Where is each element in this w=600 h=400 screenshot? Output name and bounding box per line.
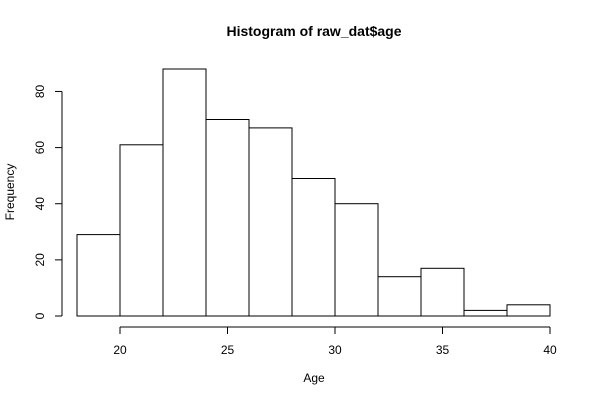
histogram-bar-7: [334, 203, 379, 317]
y-tick-label-20: 20: [33, 253, 47, 267]
x-tick-label-30: 30: [328, 343, 342, 357]
chart-title: Histogram of raw_dat$age: [226, 23, 401, 39]
x-tick-label-20: 20: [113, 343, 127, 357]
y-tick-label-0: 0: [33, 312, 47, 319]
histogram-bar-11: [506, 304, 551, 317]
x-axis: 20 25 30 35 40: [113, 326, 557, 357]
y-axis: 0 20 40 60 80: [33, 84, 63, 319]
x-tick-label-25: 25: [221, 343, 235, 357]
histogram-bar-6: [291, 178, 336, 317]
histogram-bar-8: [377, 276, 422, 317]
histogram-bar-4: [205, 119, 250, 317]
histogram-bar-3: [162, 68, 207, 317]
histogram-bar-10: [463, 309, 508, 317]
y-axis-label: Frequency: [3, 164, 17, 221]
x-tick-label-35: 35: [436, 343, 450, 357]
x-axis-label: Age: [303, 371, 325, 385]
y-tick-label-60: 60: [33, 141, 47, 155]
histogram-bar-2: [119, 144, 164, 317]
histogram-bar-1: [76, 234, 121, 317]
y-tick-label-80: 80: [33, 84, 47, 98]
bars: [76, 68, 551, 317]
histogram-bar-9: [420, 267, 465, 317]
y-tick-label-40: 40: [33, 197, 47, 211]
histogram-bar-5: [248, 127, 293, 317]
x-tick-label-40: 40: [543, 343, 557, 357]
